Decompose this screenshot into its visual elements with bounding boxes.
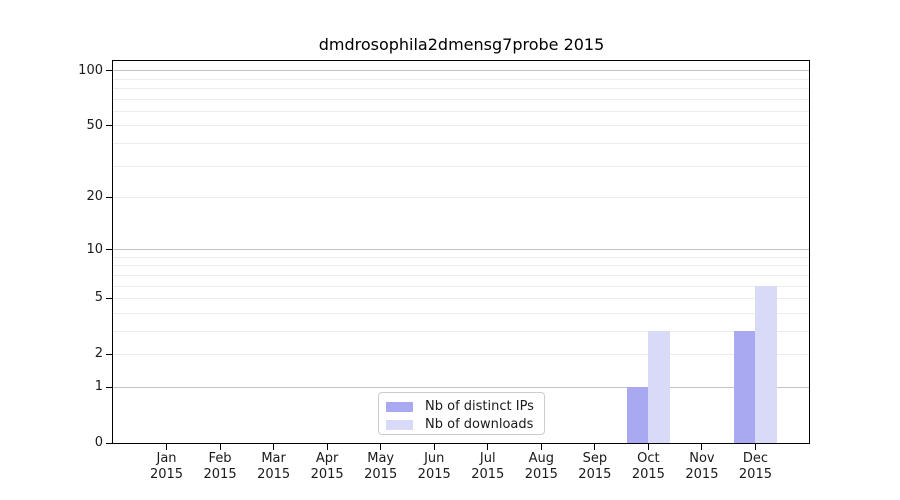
- x-tick-month: May: [367, 451, 395, 466]
- x-tick-mark: [754, 444, 756, 450]
- y-tick-mark: [106, 196, 112, 198]
- x-tick-month: Feb: [208, 451, 232, 466]
- y-tick-mark: [106, 297, 112, 299]
- legend-item-downloads: Nb of downloads: [379, 416, 544, 434]
- y-tick-mark: [106, 353, 112, 355]
- bar-downloads-dec: [755, 286, 777, 443]
- gridline-minor: [113, 143, 809, 144]
- x-tick-mark: [166, 444, 168, 450]
- y-tick-mark: [106, 249, 112, 251]
- y-tick-label: 100: [78, 62, 103, 78]
- x-tick-year: 2015: [417, 467, 451, 482]
- x-tick-month: Apr: [315, 451, 339, 466]
- x-tick-year: 2015: [257, 467, 291, 482]
- bar-downloads-oct: [648, 331, 670, 443]
- y-tick-label: 50: [86, 117, 103, 133]
- gridline-major: [113, 70, 809, 72]
- x-tick-label-feb: Feb 2015: [190, 451, 250, 483]
- x-tick-year: 2015: [310, 467, 344, 482]
- legend-swatch-downloads: [386, 420, 413, 430]
- gridline-minor: [113, 285, 809, 287]
- x-tick-year: 2015: [524, 467, 558, 482]
- gridline-minor: [113, 297, 809, 299]
- bar-distinct_ips-oct: [626, 387, 649, 443]
- x-tick-mark: [594, 444, 596, 450]
- gridline-minor: [113, 274, 809, 276]
- legend-item-distinct-ips: Nb of distinct IPs: [379, 398, 544, 416]
- y-tick-mark: [106, 70, 112, 72]
- gridline-minor: [113, 265, 809, 267]
- x-tick-mark: [647, 444, 649, 450]
- x-tick-month: Jan: [156, 451, 177, 466]
- gridline-minor: [113, 353, 809, 355]
- x-tick-year: 2015: [685, 467, 719, 482]
- y-tick-mark: [106, 125, 112, 127]
- x-tick-mark: [540, 444, 542, 450]
- y-tick-label: 0: [94, 435, 103, 450]
- gridline-minor: [113, 78, 809, 80]
- legend-swatch-distinct-ips: [386, 402, 413, 412]
- x-tick-month: Sep: [582, 451, 608, 466]
- x-tick-year: 2015: [364, 467, 398, 482]
- x-tick-month: Jun: [424, 451, 445, 466]
- y-tick-label: 10: [86, 241, 103, 257]
- chart-title: dmdrosophila2dmensg7probe 2015: [318, 35, 605, 54]
- x-tick-label-dec: Dec 2015: [725, 451, 785, 483]
- x-tick-label-jun: Jun 2015: [404, 451, 464, 483]
- x-tick-year: 2015: [631, 467, 665, 482]
- y-tick-label: 1: [94, 379, 103, 395]
- x-tick-year: 2015: [578, 467, 612, 482]
- x-tick-month: Nov: [689, 451, 715, 466]
- gridline-minor: [113, 165, 809, 167]
- gridline-minor: [113, 88, 809, 90]
- y-tick-mark: [106, 442, 112, 444]
- x-tick-label-mar: Mar 2015: [244, 451, 304, 483]
- gridline-minor: [113, 312, 809, 314]
- gridline-major: [113, 386, 809, 388]
- gridline-major: [113, 249, 809, 251]
- x-tick-year: 2015: [149, 467, 184, 482]
- x-tick-mark: [326, 444, 328, 450]
- x-tick-month: Mar: [261, 451, 286, 466]
- legend-label-distinct-ips: Nb of distinct IPs: [425, 399, 534, 414]
- x-tick-label-aug: Aug 2015: [511, 451, 571, 483]
- x-tick-year: 2015: [738, 467, 772, 482]
- y-tick-mark: [106, 386, 112, 388]
- y-tick-label: 20: [86, 189, 103, 205]
- x-tick-label-apr: Apr 2015: [297, 451, 357, 483]
- x-tick-mark: [433, 444, 435, 450]
- y-tick-label: 2: [94, 346, 103, 362]
- x-tick-mark: [701, 444, 703, 450]
- x-tick-label-may: May 2015: [351, 451, 411, 483]
- x-tick-year: 2015: [203, 467, 237, 482]
- x-tick-month: Aug: [528, 451, 554, 466]
- gridline-minor: [113, 98, 809, 100]
- gridline-minor: [113, 330, 809, 332]
- plot-area: [112, 60, 810, 444]
- x-tick-label-sep: Sep 2015: [565, 451, 625, 483]
- x-tick-mark: [273, 444, 275, 450]
- x-tick-mark: [380, 444, 382, 450]
- gridline-minor: [113, 256, 809, 258]
- x-tick-year: 2015: [471, 467, 505, 482]
- legend-label-downloads: Nb of downloads: [425, 417, 534, 432]
- x-tick-label-oct: Oct 2015: [618, 451, 678, 483]
- x-tick-month: Dec: [742, 451, 769, 466]
- x-tick-month: Jul: [479, 451, 496, 466]
- gridline-minor: [113, 196, 809, 198]
- x-tick-label-nov: Nov 2015: [672, 451, 732, 483]
- legend: Nb of distinct IPs Nb of downloads: [378, 392, 545, 435]
- gridline-minor: [113, 125, 809, 127]
- x-tick-label-jul: Jul 2015: [458, 451, 518, 483]
- x-tick-mark: [219, 444, 221, 450]
- bar-distinct_ips-dec: [734, 331, 756, 443]
- x-tick-mark: [487, 444, 489, 450]
- y-tick-label: 5: [94, 290, 103, 306]
- x-tick-label-jan: Jan 2015: [137, 451, 197, 483]
- gridline-minor: [113, 110, 809, 112]
- x-tick-month: Oct: [637, 451, 660, 466]
